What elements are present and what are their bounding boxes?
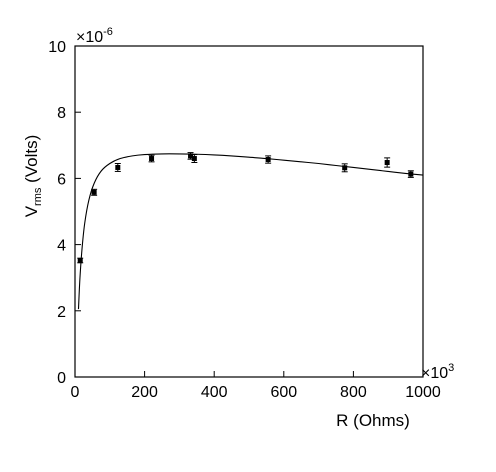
x-tick-label: 400 bbox=[201, 384, 228, 401]
x-tick-label: 600 bbox=[270, 384, 297, 401]
point-marker bbox=[149, 156, 155, 162]
data-point bbox=[148, 154, 155, 163]
y-axis-label: Vrms (Volts) bbox=[22, 135, 44, 218]
x-tick-label: 800 bbox=[340, 384, 367, 401]
x-tick-label: 1000 bbox=[405, 384, 441, 401]
y-axis-multiplier: ×10-6 bbox=[76, 26, 113, 46]
y-multiplier-exponent: -6 bbox=[103, 26, 113, 38]
y-tick-label: 8 bbox=[57, 105, 66, 122]
point-marker bbox=[91, 189, 97, 195]
y-tick-label: 6 bbox=[57, 171, 66, 188]
plot-frame bbox=[74, 45, 424, 378]
x-tick-label: 200 bbox=[131, 384, 158, 401]
y-tick-label: 10 bbox=[48, 39, 66, 56]
data-point bbox=[114, 163, 121, 172]
y-tick-label: 4 bbox=[57, 238, 66, 255]
data-point bbox=[407, 170, 414, 178]
y-tick-label: 0 bbox=[57, 370, 66, 387]
x-axis-ticks: 0 200 400 600 800 1000 bbox=[71, 371, 441, 401]
data-points bbox=[77, 152, 414, 264]
data-point bbox=[91, 188, 98, 196]
x-tick-label: 0 bbox=[71, 384, 80, 401]
data-point bbox=[191, 154, 198, 164]
point-marker bbox=[342, 165, 348, 171]
x-multiplier-base: ×10 bbox=[421, 365, 448, 382]
point-marker bbox=[115, 164, 121, 170]
point-marker bbox=[265, 157, 271, 163]
y-axis-label-main: V bbox=[22, 205, 41, 217]
y-axis-label-rest: (Volts) bbox=[22, 135, 41, 188]
x-axis-label: R (Ohms) bbox=[336, 411, 410, 430]
y-axis-ticks: 0 2 4 6 8 10 bbox=[48, 39, 81, 387]
x-multiplier-exponent: 3 bbox=[448, 362, 454, 374]
y-tick-label: 2 bbox=[57, 304, 66, 321]
y-axis-label-subscript: rms bbox=[32, 187, 44, 206]
point-marker bbox=[384, 160, 390, 166]
data-point bbox=[265, 155, 272, 164]
point-marker bbox=[77, 257, 83, 263]
data-point bbox=[77, 257, 84, 264]
data-point bbox=[341, 163, 348, 173]
fit-curve-line bbox=[77, 153, 424, 310]
data-point bbox=[384, 157, 391, 168]
x-axis-multiplier: ×103 bbox=[421, 362, 454, 382]
point-marker bbox=[191, 156, 197, 162]
point-marker bbox=[188, 153, 194, 159]
y-multiplier-base: ×10 bbox=[76, 29, 103, 46]
point-marker bbox=[408, 171, 414, 177]
